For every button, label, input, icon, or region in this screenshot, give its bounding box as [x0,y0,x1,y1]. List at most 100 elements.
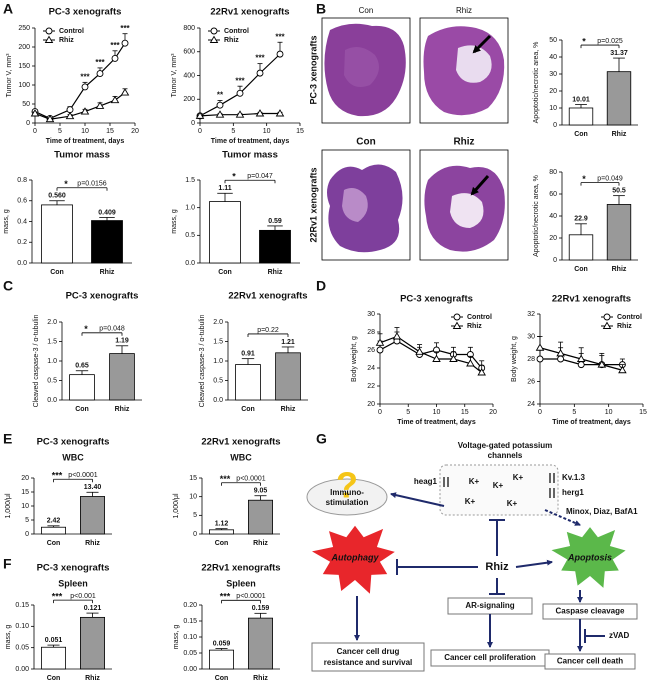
x-tick-label: Rhiz [612,131,627,138]
y-tick-label: 50 [22,101,30,108]
p-value: p=0.049 [597,175,623,182]
x-tick-label: 15 [639,409,647,416]
significance-stars: *** [235,76,245,85]
chart-title: PC-3 xenografts [400,294,473,305]
y-tick-label: 0.20 [183,602,197,609]
p-value: p<0.0001 [68,472,97,479]
x-tick-label: Con [574,266,588,273]
y-tick-label: 1.0 [185,205,195,212]
bar [109,353,135,401]
legend-marker [45,27,53,35]
x-tick-label: Con [215,675,229,682]
ion: K+ [469,477,480,486]
legend-label: Rhiz [467,323,482,330]
panel-label: B [316,1,326,17]
channel-label: heag1 [414,477,438,486]
histology: PC-3 xenografts 22Rv1 xenografts Con Rhi… [308,6,509,261]
x-tick-label: 15 [296,128,304,135]
immuno-node [306,478,388,516]
significance-stars: * [84,324,88,334]
value-label: 13.40 [84,484,102,491]
y-tick-label: 2.0 [213,319,223,326]
x-tick-label: 0 [33,128,37,135]
x-tick-label: Con [215,540,229,547]
y-tick-label: 0.0 [185,260,195,267]
marker [120,88,130,96]
x-tick-label: 0 [378,409,382,416]
significance-stars: *** [95,58,105,67]
value-label: 0.059 [213,640,231,647]
y-tick-label: 1.0 [213,358,223,365]
y-tick-label: 0.5 [47,377,57,384]
chart-subtitle: WBC [62,452,84,462]
y-tick-label: 28 [367,329,375,336]
marker [30,109,40,117]
x-tick-label: 0 [198,128,202,135]
marker [415,347,424,355]
x-tick-label: Rhiz [85,675,100,682]
outcome-box [544,653,636,670]
y-tick-label: 28 [527,356,535,363]
legend-marker [210,27,218,35]
y-axis-label: Cleaved caspase-3 / α-tubulin [199,315,206,408]
y-tick-label: 30 [527,333,535,340]
y-tick-label: 0.05 [183,650,197,657]
y-axis-label: Body weight, g [511,336,518,382]
ar-label: AR-signaling [465,601,514,610]
column-label: Rhiz [453,137,474,148]
x-tick-label: 10 [81,128,89,135]
row-label: PC-3 xenografts [308,35,318,104]
value-label: 50.5 [612,187,626,194]
y-tick-label: 0.6 [17,198,27,205]
channel-label: herg1 [562,488,584,497]
y-tick-label: 0.0 [47,397,57,404]
y-tick-label: 20 [549,88,557,95]
x-axis-label: Time of treatment, days [46,138,125,145]
x-tick-label: Con [75,406,89,413]
bar [209,201,241,264]
autophagy-node [312,525,395,594]
significance-stars: * [582,36,586,46]
y-tick-label: 0.5 [213,377,223,384]
x-tick-label: 15 [461,409,469,416]
bar [209,529,234,535]
chart-title: Tumor mass [222,150,278,161]
legend-label: Rhiz [617,323,632,330]
caspase-label: Caspase cleavage [556,607,625,616]
value-label: 0.051 [45,637,63,644]
y-tick-label: 30 [367,311,375,318]
marker [477,368,486,376]
x-axis-label: Time of treatment, days [397,419,476,426]
chart-title: Tumor mass [54,150,110,161]
significance-stars: * [232,172,236,182]
marker [535,343,545,351]
y-tick-label: 100 [18,82,30,89]
panel-label: A [3,1,13,17]
y-tick-label: 20 [21,475,29,482]
series-line [379,340,483,369]
marker [215,110,225,118]
legend-label: Rhiz [59,37,74,44]
y-tick-label: 0.0 [213,397,223,404]
question-mark: ? [336,465,358,506]
p-value: p=0.048 [99,326,125,333]
value-label: 0.159 [252,605,270,612]
legend-marker [209,35,219,43]
bar [606,204,632,261]
marker [80,107,90,115]
marker [618,365,627,374]
arrow [472,34,492,54]
y-tick-label: 15 [21,489,29,496]
x-tick-label: 5 [406,409,410,416]
y-tick-label: 26 [527,378,535,385]
p-value: p=0.0156 [77,181,106,188]
significance-stars: ** [217,91,224,100]
p-value: p<0.0001 [236,476,265,483]
y-tick-label: 40 [549,213,557,220]
x-tick-label: Rhiz [268,269,283,276]
y-tick-label: 10 [21,503,29,510]
y-tick-label: 0.00 [15,666,29,673]
y-tick-label: 0 [25,531,29,538]
x-tick-label: Con [574,131,588,138]
y-tick-label: 0 [553,122,557,129]
